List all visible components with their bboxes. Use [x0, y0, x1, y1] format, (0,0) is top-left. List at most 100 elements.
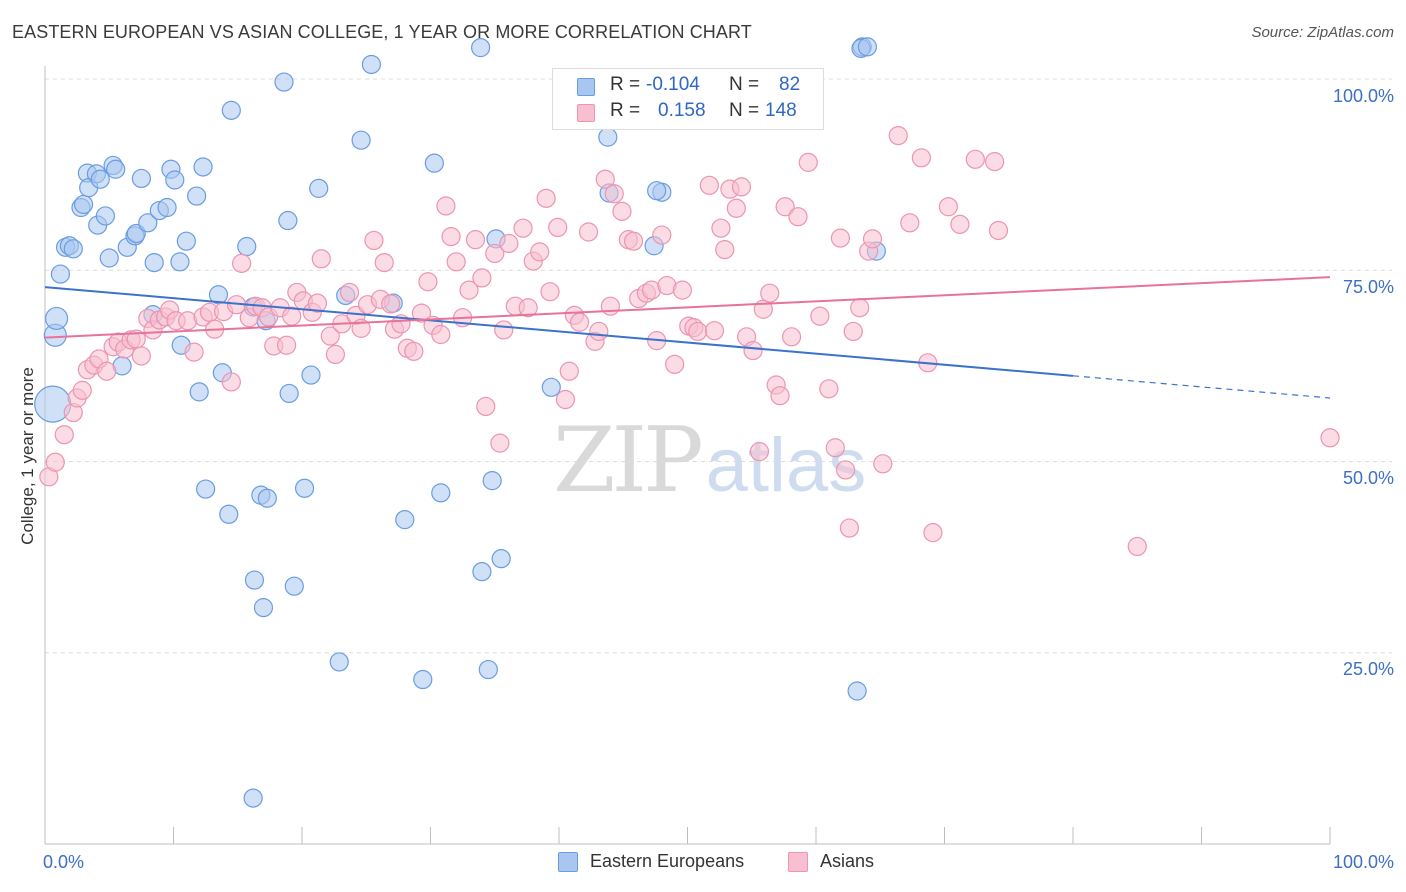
point-eastern — [301, 365, 321, 385]
y-tick-label-25: 25.0% — [1342, 659, 1394, 679]
bottom-legend-label-eastern: Eastern Europeans — [590, 851, 745, 871]
point-asian — [232, 253, 252, 273]
point-eastern — [189, 382, 209, 402]
point-asian — [465, 230, 486, 250]
point-asian — [923, 523, 943, 543]
point-asian — [311, 249, 331, 269]
legend-n-label: N = — [729, 100, 760, 121]
point-asian — [490, 433, 510, 453]
point-eastern — [278, 210, 298, 231]
point-eastern — [847, 681, 867, 701]
y-axis-label: College, 1 year or more — [18, 367, 37, 545]
point-asian — [604, 184, 624, 204]
point-eastern — [482, 471, 502, 491]
point-asian — [536, 188, 556, 208]
point-asian — [555, 389, 576, 410]
point-asian — [950, 214, 970, 234]
point-asian — [559, 361, 579, 381]
point-asian — [715, 239, 735, 260]
y-tick-label-50: 50.0% — [1342, 468, 1394, 488]
point-asian — [830, 228, 851, 248]
point-asian — [307, 293, 328, 313]
point-asian — [513, 218, 533, 238]
point-eastern — [144, 253, 164, 273]
point-eastern — [237, 236, 257, 257]
point-asian — [391, 314, 411, 334]
point-eastern — [99, 248, 119, 268]
point-asian — [623, 231, 644, 251]
point-asian — [569, 312, 590, 332]
point-eastern — [351, 130, 371, 150]
legend-r-asian: 0.158 — [658, 100, 706, 121]
point-eastern — [196, 479, 216, 499]
bottom-legend-eastern[interactable]: Eastern Europeans — [558, 851, 744, 872]
point-eastern — [309, 178, 329, 198]
legend-swatch-asian — [577, 104, 595, 122]
y-tick-label-100: 100.0% — [1332, 86, 1394, 106]
point-asian — [665, 354, 685, 374]
point-asian — [612, 201, 632, 221]
point-asian — [499, 233, 519, 254]
point-asian — [704, 321, 725, 341]
point-eastern — [219, 504, 239, 524]
point-asian — [431, 324, 451, 345]
point-asian — [72, 380, 92, 400]
point-asian — [446, 252, 466, 272]
point-asian — [843, 321, 863, 342]
trendline-eastern — [44, 286, 1074, 377]
point-asian — [825, 438, 845, 458]
legend-row-eastern: R = -0.104 N = 82 — [553, 74, 823, 100]
point-asian — [688, 321, 708, 342]
point-asian — [540, 282, 560, 302]
point-eastern — [187, 186, 207, 206]
point-asian — [672, 280, 692, 300]
bottom-legend-asian[interactable]: Asians — [788, 851, 874, 872]
y-tick-label-75: 75.0% — [1342, 277, 1394, 297]
point-asian — [788, 207, 808, 227]
point-asian — [381, 294, 401, 314]
point-asian — [418, 272, 438, 292]
chart-title: EASTERN EUROPEAN VS ASIAN COLLEGE, 1 YEA… — [12, 22, 752, 42]
point-asian — [850, 298, 870, 318]
point-eastern — [243, 788, 263, 808]
point-eastern — [541, 377, 561, 397]
point-asian — [54, 425, 74, 445]
legend-row-asian: R = 0.158 N = 148 — [553, 100, 823, 126]
bottom-legend-label-asian: Asians — [820, 851, 875, 871]
point-asian — [888, 126, 908, 146]
point-eastern — [279, 383, 299, 404]
point-asian — [364, 230, 384, 251]
point-eastern — [424, 153, 444, 173]
point-asian — [276, 335, 297, 355]
point-asian — [770, 386, 790, 406]
point-asian — [184, 342, 204, 362]
point-eastern — [63, 239, 83, 259]
point-asian — [476, 396, 496, 417]
legend-n-asian: 148 — [765, 100, 797, 121]
point-eastern — [598, 127, 618, 147]
point-asian — [518, 298, 538, 318]
trendline-asian — [44, 276, 1331, 339]
stats-legend: R = -0.104 N = 82 R = 0.158 N = 148 — [552, 68, 824, 130]
point-asian — [494, 320, 514, 340]
point-eastern — [274, 72, 294, 92]
legend-swatch-eastern — [577, 78, 595, 96]
point-eastern — [138, 213, 158, 233]
point-eastern — [472, 562, 492, 582]
point-asian — [798, 152, 818, 172]
point-eastern — [478, 659, 498, 680]
point-eastern — [294, 478, 315, 498]
point-asian — [731, 177, 752, 197]
point-eastern — [647, 181, 667, 201]
point-asian — [652, 225, 672, 245]
point-asian — [548, 217, 568, 238]
point-asian — [374, 253, 394, 273]
point-asian — [339, 282, 360, 303]
point-asian — [819, 379, 839, 399]
point-asian — [589, 321, 609, 342]
point-asian — [835, 460, 856, 480]
point-asian — [436, 196, 456, 216]
point-eastern — [253, 598, 274, 618]
trendline-eastern-extension — [1072, 375, 1331, 399]
